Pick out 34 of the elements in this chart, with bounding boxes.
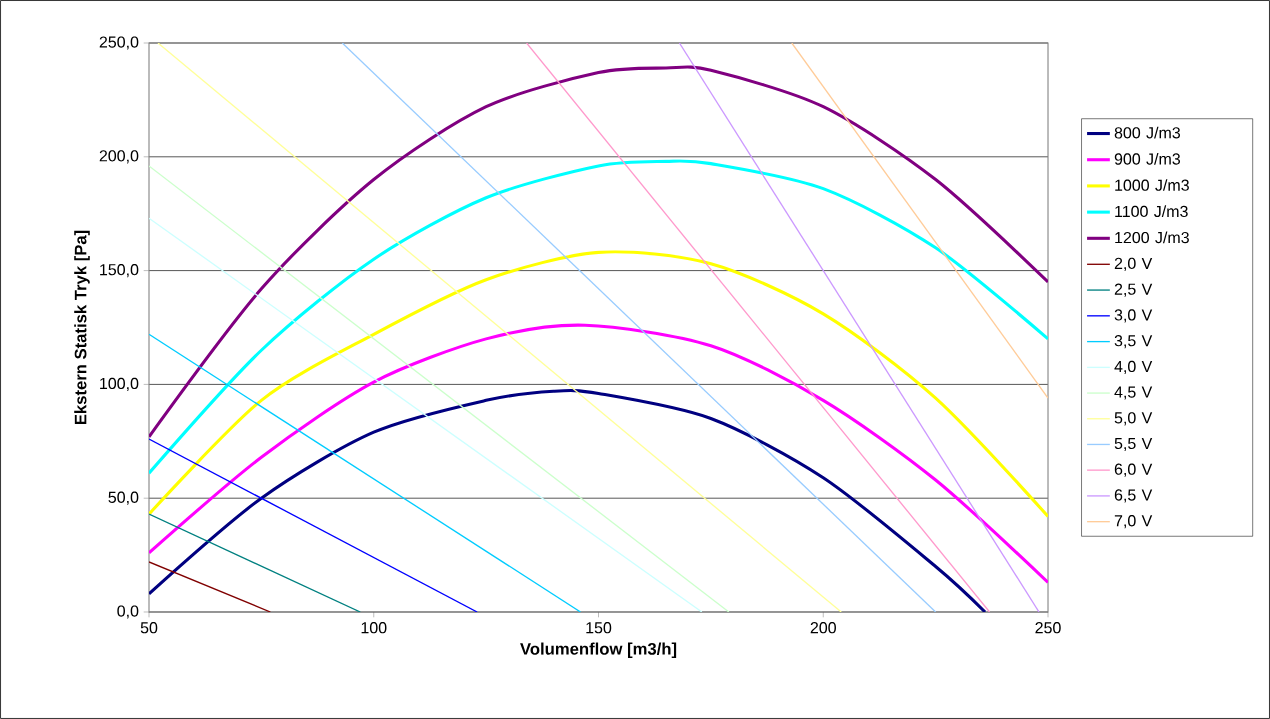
x-tick-label: 150 [586, 622, 612, 634]
y-axis-title: Ekstern Statisk Tryk [Pa] [74, 230, 90, 425]
legend-label: 1100 J/m3 [1115, 205, 1188, 218]
line-series [149, 250, 1049, 518]
legend-label: 3,0 V [1114, 309, 1153, 323]
legend-label: 7,0 V [1114, 515, 1153, 529]
legend-label: 6,5 V [1114, 489, 1153, 503]
legend-label: 800 J/m3 [1114, 126, 1181, 139]
line-series [149, 323, 1049, 584]
legend-label: 5,5 V [1114, 437, 1153, 451]
legend-label: 1000 J/m3 [1115, 179, 1189, 191]
legend-label: 900 J/m3 [1114, 152, 1181, 165]
line-series [149, 159, 1049, 475]
y-tick-label: 0,0 [117, 605, 139, 619]
x-tick-label: 50 [140, 622, 158, 634]
y-tick-label: 150,0 [100, 264, 139, 278]
legend-label: 5,0 V [1114, 412, 1153, 426]
x-tick-label: 200 [810, 622, 836, 634]
y-tick-label: 250,0 [99, 36, 139, 50]
legend-label: 6,0 V [1114, 463, 1153, 477]
legend-label: 2,5 V [1114, 283, 1153, 297]
line-series [149, 65, 1049, 439]
y-tick-label: 100,0 [100, 377, 139, 392]
legend-label: 1200 J/m3 [1115, 231, 1189, 244]
y-tick-label: 200,0 [99, 150, 139, 164]
line-series [149, 389, 987, 612]
x-axis-title: Volumenflow [m3/h] [520, 642, 677, 659]
legend-label: 3,5 V [1114, 335, 1153, 349]
y-tick-label: 50,0 [108, 491, 139, 505]
legend-label: 2,0 V [1114, 257, 1153, 271]
legend-label: 4,5 V [1114, 386, 1153, 400]
legend-label: 4,0 V [1114, 360, 1153, 375]
x-tick-label: 100 [361, 622, 387, 634]
x-tick-label: 250 [1035, 622, 1061, 634]
